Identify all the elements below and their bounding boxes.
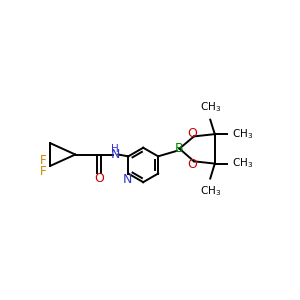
Text: N: N <box>123 173 132 186</box>
Text: CH$_3$: CH$_3$ <box>232 127 254 141</box>
Text: F: F <box>40 154 47 167</box>
Text: F: F <box>40 165 47 178</box>
Text: CH$_3$: CH$_3$ <box>232 157 254 170</box>
Text: O: O <box>187 127 197 140</box>
Text: O: O <box>94 172 104 184</box>
Text: O: O <box>187 158 197 170</box>
Text: N: N <box>110 148 120 161</box>
Text: B: B <box>175 142 184 155</box>
Text: CH$_3$: CH$_3$ <box>200 184 221 198</box>
Text: CH$_3$: CH$_3$ <box>200 100 221 114</box>
Text: H: H <box>111 144 119 154</box>
